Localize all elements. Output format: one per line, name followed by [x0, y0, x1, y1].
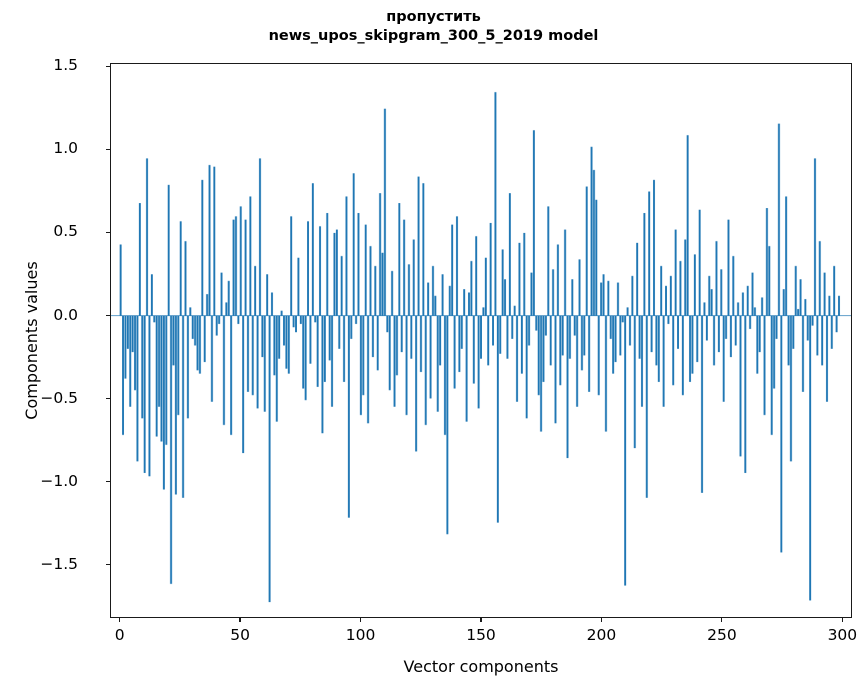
x-tick-mark	[119, 618, 121, 623]
y-tick-mark	[105, 231, 110, 234]
y-tick-label: 1.0	[53, 139, 78, 158]
x-tick-label: 300	[827, 626, 858, 644]
x-tick-label: 50	[230, 626, 250, 644]
y-tick-label: 1.5	[53, 56, 78, 75]
x-tick-label: 200	[586, 626, 617, 644]
x-tick-label: 100	[345, 626, 376, 644]
bar-series-canvas	[111, 64, 851, 617]
y-tick-label: −1.5	[40, 554, 78, 573]
y-tick-label: −1.0	[40, 471, 78, 490]
y-tick-mark	[105, 481, 110, 483]
y-tick-mark	[105, 564, 110, 566]
plot-area	[110, 63, 852, 618]
chart-title-line-1: пропустить	[386, 9, 481, 25]
x-tick-mark	[239, 618, 241, 623]
x-tick-label: 150	[466, 626, 496, 644]
x-tick-label: 250	[707, 626, 737, 644]
y-tick-label: 0.5	[53, 222, 78, 241]
chart-title: пропустить news_upos_skipgram_300_5_2019…	[0, 8, 867, 46]
x-tick-mark	[359, 618, 362, 623]
y-tick-mark	[105, 314, 110, 317]
y-tick-label: −0.5	[40, 388, 78, 407]
x-tick-mark	[480, 618, 482, 623]
x-tick-mark	[841, 618, 843, 623]
x-tick-mark	[721, 618, 723, 623]
y-tick-label: 0.0	[53, 305, 78, 324]
x-axis-label: Vector components	[403, 657, 559, 676]
y-tick-mark	[105, 65, 110, 67]
chart-title-line-2: news_upos_skipgram_300_5_2019 model	[268, 28, 599, 44]
y-tick-mark	[105, 148, 110, 150]
x-tick-mark	[600, 618, 603, 623]
x-tick-label: 0	[114, 626, 125, 644]
y-tick-mark	[105, 398, 110, 400]
